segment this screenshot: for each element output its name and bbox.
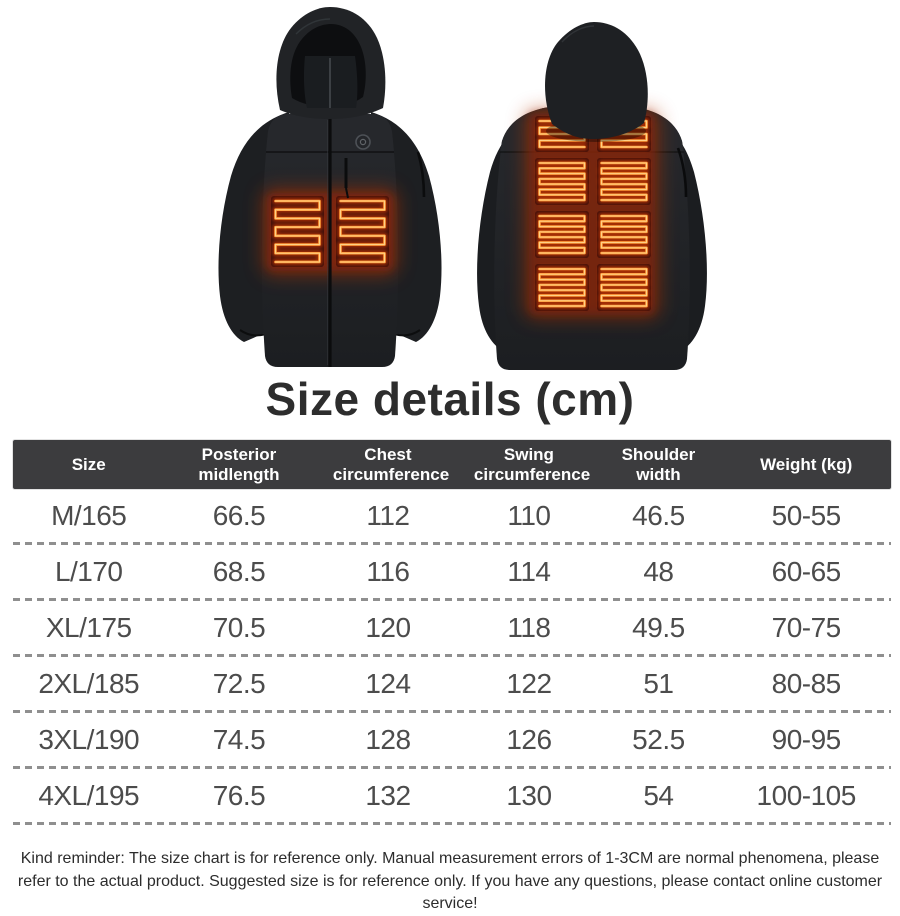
table-cell: 114 (507, 555, 551, 587)
row-separator (13, 710, 891, 713)
table-cell: 68.5 (212, 555, 266, 587)
row-separator (13, 654, 891, 657)
table-cell: 51 (643, 667, 674, 699)
back-heating-panels (524, 109, 660, 319)
table-cell: XL/175 (45, 611, 132, 643)
table-row: XL/175 70.5 120 118 49.5 70-75 (13, 601, 891, 654)
table-cell: 72.5 (212, 667, 266, 699)
table-header-row: Size Posterior midlength Chest circumfer… (13, 440, 891, 489)
table-cell: 120 (365, 611, 411, 643)
column-header-swing-circumference: Swing circumference (473, 444, 591, 484)
table-cell: 2XL/185 (38, 667, 140, 699)
row-separator (13, 598, 891, 601)
table-cell: 46.5 (632, 499, 685, 531)
column-header-chest-circumference: Chest circumference (332, 444, 450, 484)
front-hood (276, 7, 386, 119)
jacket-front-view (218, 7, 442, 367)
table-cell: 100-105 (756, 779, 857, 811)
column-header-weight: Weight (kg) (760, 454, 853, 474)
table-cell: 74.5 (212, 723, 266, 755)
table-cell: 80-85 (771, 667, 842, 699)
row-separator (13, 766, 891, 769)
table-cell: L/170 (54, 555, 123, 587)
power-button (355, 134, 371, 150)
table-row: L/170 68.5 116 114 48 60-65 (13, 545, 891, 598)
table-cell: 50-55 (771, 499, 842, 531)
column-header-posterior-midlength: Posterior midlength (198, 444, 280, 484)
table-cell: 116 (366, 555, 410, 587)
table-cell: 3XL/190 (38, 723, 140, 755)
table-row: 3XL/190 74.5 128 126 52.5 90-95 (13, 713, 891, 766)
row-separator (13, 542, 891, 545)
row-separator (13, 822, 891, 825)
column-header-shoulder-width: Shoulder width (621, 444, 696, 484)
table-row: 2XL/185 72.5 124 122 51 80-85 (13, 657, 891, 710)
table-cell: 126 (506, 723, 552, 755)
table-cell: 90-95 (771, 723, 842, 755)
table-cell: 124 (365, 667, 411, 699)
table-cell: 60-65 (771, 555, 842, 587)
page-title: Size details (cm) (265, 373, 635, 425)
table-cell: 52.5 (632, 723, 685, 755)
table-cell: 4XL/195 (38, 779, 140, 811)
table-cell: 70.5 (212, 611, 266, 643)
table-cell: 54 (643, 779, 674, 811)
table-cell: 132 (365, 779, 411, 811)
front-heating-panels (262, 188, 398, 276)
column-header-size: Size (71, 454, 106, 474)
table-cell: 122 (506, 667, 552, 699)
table-cell: 128 (365, 723, 411, 755)
table-cell: 48 (643, 555, 674, 587)
heated-jacket-illustration (218, 7, 707, 370)
back-hood (545, 22, 648, 142)
table-cell: 112 (366, 499, 410, 531)
kind-reminder-note: Kind reminder: The size chart is for ref… (17, 850, 883, 913)
table-cell: 49.5 (632, 611, 685, 643)
jacket-back-view (477, 22, 707, 370)
table-row: M/165 66.5 112 110 46.5 50-55 (13, 489, 891, 542)
table-cell: 130 (506, 779, 552, 811)
table-cell: 70-75 (771, 611, 842, 643)
size-table: Size Posterior midlength Chest circumfer… (13, 440, 891, 825)
table-cell: 66.5 (212, 499, 266, 531)
table-cell: 76.5 (212, 779, 266, 811)
table-cell: M/165 (51, 499, 127, 531)
table-cell: 118 (507, 611, 551, 643)
table-row: 4XL/195 76.5 132 130 54 100-105 (13, 769, 891, 822)
table-cell: 110 (507, 499, 551, 531)
